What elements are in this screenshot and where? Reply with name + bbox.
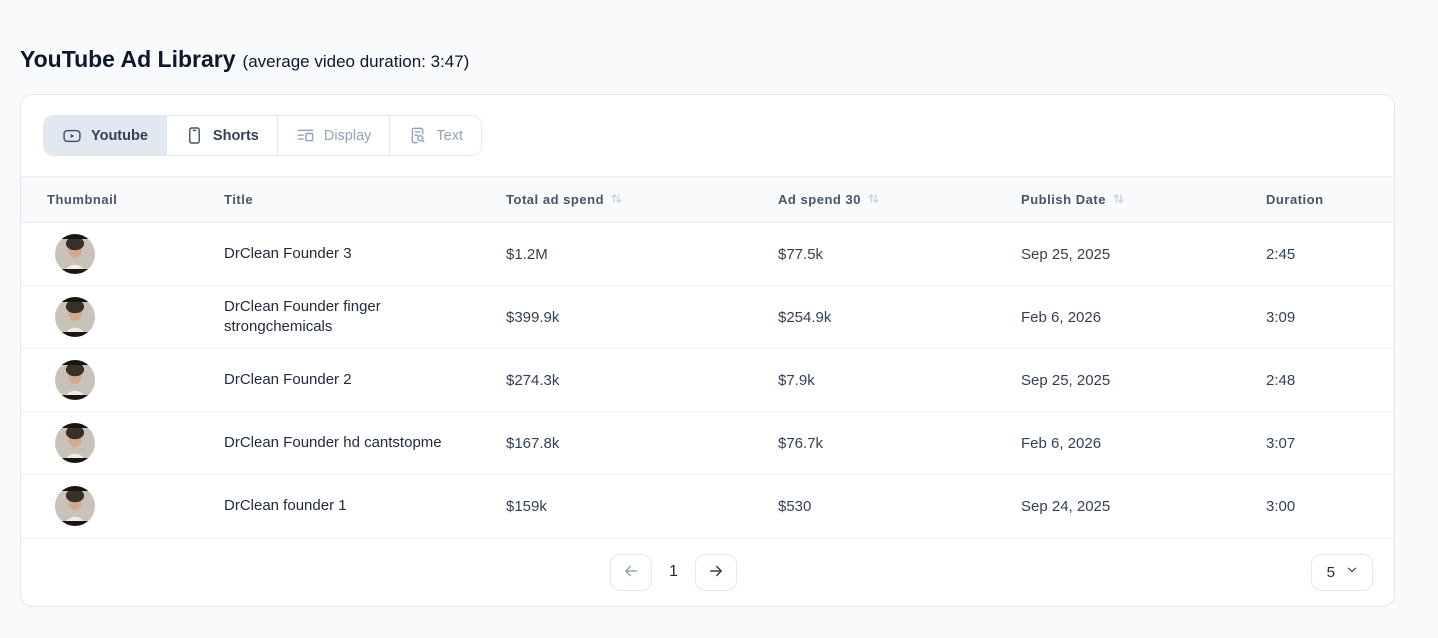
table-body: DrClean Founder 3 $1.2M $77.5k Sep 25, 2… xyxy=(21,223,1394,538)
ad-spend-30-cell: $76.7k xyxy=(778,434,824,452)
page-size-value: 5 xyxy=(1326,563,1335,581)
page-size-select[interactable]: 5 xyxy=(1310,553,1373,591)
format-tabs: Youtube Shorts xyxy=(43,115,482,156)
publish-date-cell: Feb 6, 2026 xyxy=(1021,308,1102,326)
thumbnail-cell xyxy=(21,412,224,475)
thumbnail-cell xyxy=(21,286,224,349)
duration-cell: 3:09 xyxy=(1266,308,1296,326)
publish-date-cell: Sep 25, 2025 xyxy=(1021,371,1111,389)
total-ad-spend-cell: $1.2M xyxy=(506,245,548,263)
title-cell: DrClean Founder 2 xyxy=(224,349,506,412)
tab-text[interactable]: Text xyxy=(390,116,481,155)
tab-label: Display xyxy=(323,127,372,144)
ad-title[interactable]: DrClean Founder finger strongchemicals xyxy=(224,298,381,335)
tab-display[interactable]: Display xyxy=(277,116,391,155)
ad-spend-30-cell: $530 xyxy=(778,497,812,515)
table-footer: 1 5 xyxy=(21,537,1394,606)
column-header-duration: Duration xyxy=(1266,192,1324,207)
ads-table: Thumbnail Title Total ad spend xyxy=(21,176,1394,538)
title-cell: DrClean founder 1 xyxy=(224,475,506,538)
tab-label: Shorts xyxy=(212,127,259,144)
tab-label: Youtube xyxy=(91,127,148,144)
video-thumbnail[interactable] xyxy=(55,360,95,400)
duration-cell: 2:48 xyxy=(1266,371,1296,389)
format-tabs-section: Youtube Shorts xyxy=(21,95,1394,176)
page-title: YouTube Ad Library (average video duratio… xyxy=(20,44,1395,77)
thumbnail-cell xyxy=(21,349,224,412)
thumbnail-cell xyxy=(21,223,224,286)
tab-youtube[interactable]: Youtube xyxy=(44,116,167,155)
page-subtitle: (average video duration: 3:47) xyxy=(242,52,470,71)
page-title-text: YouTube Ad Library xyxy=(20,46,236,72)
total-ad-spend-cell: $167.8k xyxy=(506,434,560,452)
footer-right: 5 xyxy=(771,553,1373,591)
sort-icon[interactable] xyxy=(609,191,624,209)
arrow-left-icon xyxy=(622,562,640,583)
title-cell: DrClean Founder hd cantstopme xyxy=(224,412,506,475)
ad-title[interactable]: DrClean founder 1 xyxy=(224,497,347,515)
column-header-thumbnail: Thumbnail xyxy=(47,192,118,207)
title-cell: DrClean Founder 3 xyxy=(224,223,506,286)
display-icon xyxy=(296,126,315,145)
duration-cell: 3:00 xyxy=(1266,497,1296,515)
ad-library-card: Youtube Shorts xyxy=(20,94,1395,607)
publish-date-cell: Sep 24, 2025 xyxy=(1021,497,1111,515)
column-header-title: Title xyxy=(224,192,254,207)
video-thumbnail[interactable] xyxy=(55,297,95,337)
arrow-right-icon xyxy=(707,562,725,583)
duration-cell: 3:07 xyxy=(1266,434,1296,452)
table-row[interactable]: DrClean Founder finger strongchemicals $… xyxy=(21,286,1394,349)
page: YouTube Ad Library (average video duratio… xyxy=(20,44,1395,607)
table-row[interactable]: DrClean founder 1 $159k $530 Sep 24, 202… xyxy=(21,475,1394,538)
table-header: Thumbnail Title Total ad spend xyxy=(21,176,1394,223)
table-row[interactable]: DrClean Founder hd cantstopme $167.8k $7… xyxy=(21,412,1394,475)
total-ad-spend-cell: $159k xyxy=(506,497,547,515)
duration-cell: 2:45 xyxy=(1266,245,1296,263)
youtube-icon xyxy=(62,126,82,146)
total-ad-spend-cell: $274.3k xyxy=(506,371,560,389)
table-row[interactable]: DrClean Founder 2 $274.3k $7.9k Sep 25, … xyxy=(21,349,1394,412)
smartphone-icon xyxy=(185,126,204,145)
publish-date-cell: Feb 6, 2026 xyxy=(1021,434,1102,452)
pagination: 1 xyxy=(610,553,737,591)
sort-icon[interactable] xyxy=(866,191,881,209)
text-search-icon xyxy=(408,126,427,145)
current-page-number: 1 xyxy=(669,563,678,580)
publish-date-cell: Sep 25, 2025 xyxy=(1021,245,1111,263)
ad-title[interactable]: DrClean Founder 2 xyxy=(224,371,352,388)
ad-spend-30-cell: $254.9k xyxy=(778,308,832,326)
tab-label: Text xyxy=(436,127,463,144)
column-header-total-ad-spend[interactable]: Total ad spend xyxy=(506,177,778,223)
total-ad-spend-cell: $399.9k xyxy=(506,308,560,326)
next-page-button[interactable] xyxy=(694,553,737,591)
column-header-ad-spend-30[interactable]: Ad spend 30 xyxy=(778,177,1021,223)
thumbnail-cell xyxy=(21,475,224,538)
table-header-row: Thumbnail Title Total ad spend xyxy=(21,176,1394,223)
chevron-down-icon xyxy=(1345,563,1359,581)
table-row[interactable]: DrClean Founder 3 $1.2M $77.5k Sep 25, 2… xyxy=(21,223,1394,286)
ad-title[interactable]: DrClean Founder 3 xyxy=(224,245,352,262)
tab-shorts[interactable]: Shorts xyxy=(166,116,278,155)
video-thumbnail[interactable] xyxy=(55,486,95,527)
ad-spend-30-cell: $77.5k xyxy=(778,245,824,263)
prev-page-button[interactable] xyxy=(610,553,653,591)
ad-title[interactable]: DrClean Founder hd cantstopme xyxy=(224,434,442,451)
sort-icon[interactable] xyxy=(1111,191,1126,209)
video-thumbnail[interactable] xyxy=(55,423,95,463)
video-thumbnail[interactable] xyxy=(55,234,95,274)
ad-spend-30-cell: $7.9k xyxy=(778,371,815,389)
column-header-publish-date[interactable]: Publish Date xyxy=(1021,177,1266,223)
title-cell: DrClean Founder finger strongchemicals xyxy=(224,286,506,349)
